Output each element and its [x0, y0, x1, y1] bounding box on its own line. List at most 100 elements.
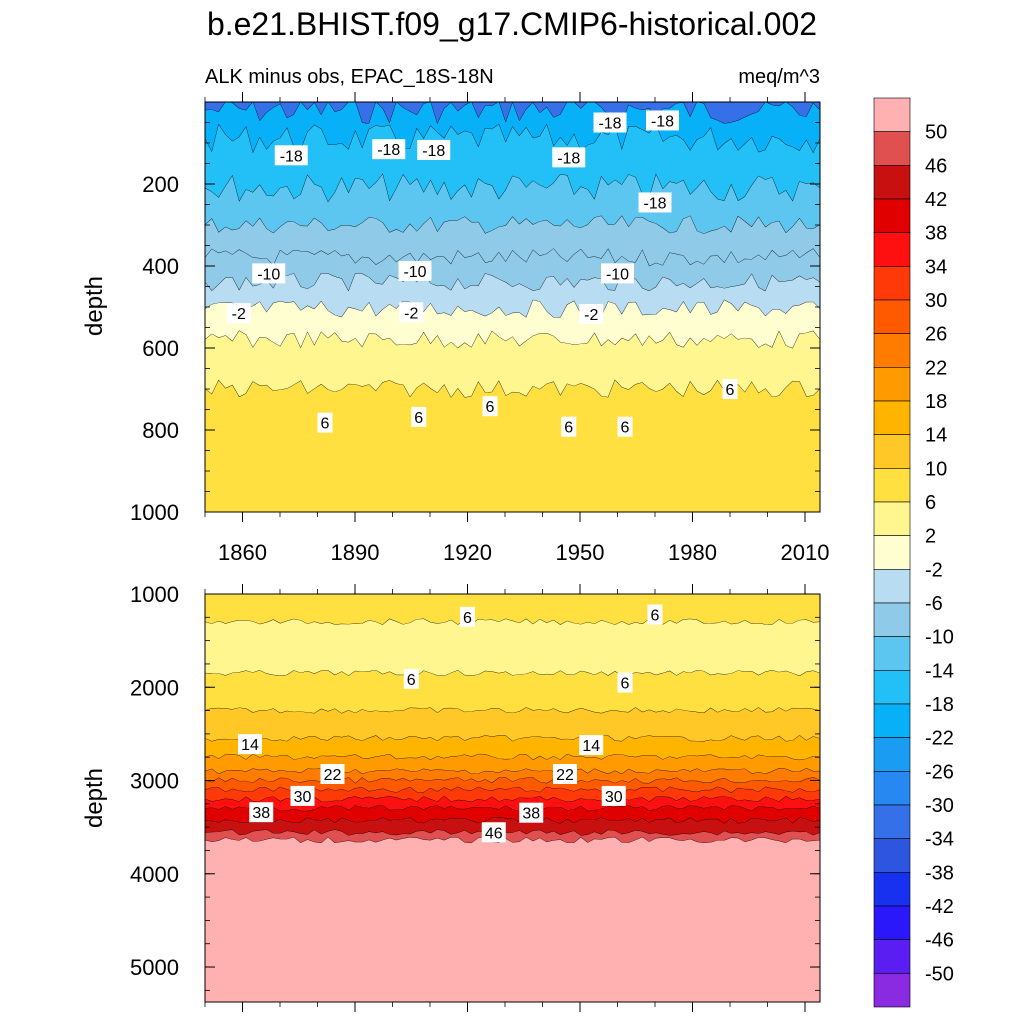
contour-band	[205, 735, 820, 761]
contour-line	[204, 805, 821, 812]
colorbar-box	[873, 670, 911, 705]
contour-label-text: -10	[606, 266, 629, 283]
contour-label: -18	[417, 139, 451, 160]
contour-label-box	[403, 668, 419, 689]
colorbar-box	[873, 771, 911, 806]
contour-label-box	[519, 802, 544, 823]
contour-label-box	[481, 822, 506, 843]
contour-label-box	[579, 735, 604, 756]
contour-label-text: 22	[324, 767, 342, 784]
ytick-label: 800	[142, 418, 179, 443]
ytick-label: 2000	[130, 675, 179, 700]
ytick-label: 5000	[130, 955, 179, 980]
contour-band	[205, 380, 820, 512]
colorbar-label: 18	[925, 391, 947, 413]
xtick-label: 2010	[781, 540, 830, 565]
contour-label-text: 38	[252, 805, 270, 822]
colorbar-label: 14	[925, 425, 947, 447]
contour-label-box	[417, 139, 451, 160]
contour-label: 6	[403, 668, 419, 689]
contour-label-box	[399, 302, 424, 323]
contour-label-text: 22	[556, 767, 574, 784]
contour-label-box	[601, 785, 626, 806]
colorbar-label: 6	[925, 492, 936, 514]
colorbar-box	[873, 905, 911, 940]
xtick-label: 1980	[668, 540, 717, 565]
colorbar-box	[873, 434, 911, 469]
colorbar-box	[873, 973, 911, 1008]
colorbar-box	[873, 804, 911, 839]
contour-label-box	[553, 763, 577, 784]
contour-band	[205, 174, 820, 234]
contour-label: -2	[579, 303, 604, 324]
contour-band	[205, 273, 820, 318]
bottom-panel: 1000 2000 3000 4000 5000 6 6 6 6 14 14 22 22 30 30 38 38…	[130, 582, 821, 1012]
top-panel-units: meq/m^3	[738, 66, 820, 88]
colorbar-box	[873, 400, 911, 435]
colorbar-box	[873, 97, 911, 132]
contour-label-text: -18	[422, 143, 445, 160]
contour-label-text: -18	[377, 142, 400, 159]
colorbar-label: 42	[925, 189, 947, 211]
contour-label-text: -2	[232, 306, 246, 323]
contour-label-text: 6	[726, 382, 735, 399]
contour-label-text: -18	[651, 113, 674, 130]
colorbar-box	[873, 737, 911, 772]
contour-band	[205, 805, 820, 824]
contour-label-text: -2	[404, 305, 418, 322]
contour-label-box	[226, 303, 251, 324]
colorbar-label: -14	[925, 660, 954, 682]
contour-label: 6	[617, 416, 633, 437]
contour-label-text: -18	[280, 148, 303, 165]
contour-label-box	[238, 734, 262, 755]
colorbar-label: -30	[925, 795, 954, 817]
contour-label: -18	[372, 139, 406, 160]
contour-label: 14	[579, 735, 604, 756]
contour-label-text: 6	[564, 420, 573, 437]
colorbar-box	[873, 535, 911, 570]
colorbar-label: -34	[925, 829, 954, 851]
contour-label-text: 30	[294, 789, 312, 806]
xtick-label: 1920	[443, 540, 492, 565]
colorbar-box	[873, 501, 911, 536]
contour-band	[205, 216, 820, 267]
contour-label-text: -10	[403, 264, 426, 281]
xtick-label: 1890	[331, 540, 380, 565]
contour-label: 6	[722, 379, 738, 399]
colorbar-box	[873, 468, 911, 503]
colorbar-label: -50	[925, 963, 954, 985]
contour-label-box	[290, 785, 315, 806]
colorbar-label: 22	[925, 357, 947, 379]
contour-label-text: -2	[584, 307, 598, 324]
ytick-label: 1000	[130, 582, 179, 607]
contour-label-text: 14	[582, 738, 600, 755]
contour-label-text: -18	[557, 150, 580, 167]
contour-label-text: 38	[522, 806, 540, 823]
contour-band	[205, 837, 820, 1002]
colorbar-box	[873, 569, 911, 604]
contour-label-text: 6	[321, 416, 330, 433]
colorbar-label: -22	[925, 728, 954, 750]
contour-band	[205, 829, 820, 844]
contour-label-text: 6	[621, 420, 630, 437]
panel-frame	[204, 593, 821, 1003]
ytick-label: 400	[142, 254, 179, 279]
contour-label-box	[482, 396, 498, 417]
contour-label: 6	[317, 412, 333, 433]
contour-line	[204, 753, 821, 761]
colorbar-label: -38	[925, 862, 954, 884]
colorbar-box	[873, 367, 911, 402]
contour-band	[205, 817, 820, 836]
contour-label: -18	[593, 112, 627, 133]
colorbar-box	[873, 602, 911, 637]
contour-label-text: 6	[621, 676, 630, 693]
contour-label: -10	[398, 260, 432, 281]
contour-label: 22	[553, 763, 577, 784]
colorbar-label: -2	[925, 559, 943, 581]
contour-band	[205, 777, 820, 793]
colorbar-box	[873, 939, 911, 974]
contour-label-text: -10	[257, 266, 280, 283]
colorbar-box	[873, 198, 911, 233]
top-panel-subtitle-left: ALK minus obs, EPAC_18S-18N	[205, 66, 494, 88]
ytick-label: 1000	[130, 500, 179, 525]
